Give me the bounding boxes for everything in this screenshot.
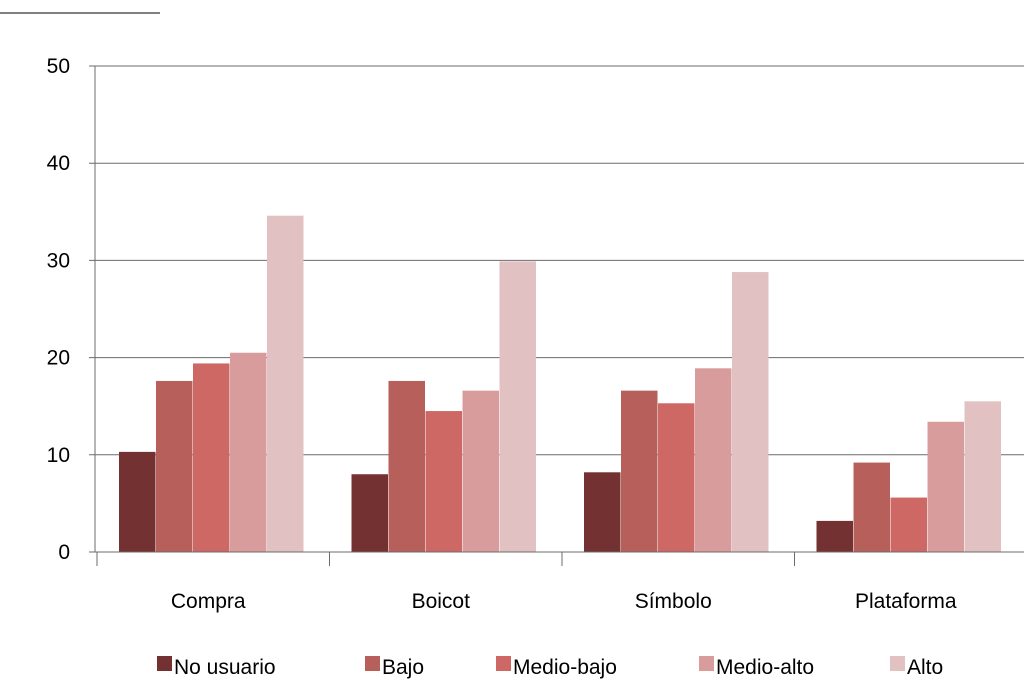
axes: 0 10 20 30 40 50 Compra Boicot Símbolo Plataforma [47, 55, 1024, 613]
legend-label: Medio-bajo [513, 656, 617, 679]
x-tick-label: Compra [171, 590, 246, 613]
legend-label: Alto [907, 656, 943, 679]
bar-alto-0 [267, 215, 304, 553]
bar-no-usuario-1 [351, 474, 388, 552]
x-tick-label: Símbolo [635, 590, 712, 613]
bar-alto-3 [964, 401, 1001, 552]
x-tick-label: Plataforma [855, 590, 957, 613]
legend-swatch [365, 656, 380, 671]
bar-no-usuario-3 [816, 520, 853, 552]
bar-alto-2 [732, 272, 769, 552]
bar-medio-bajo-0 [193, 363, 230, 552]
legend-swatch [496, 656, 511, 671]
bar-bajo-3 [853, 462, 890, 552]
bar-medio-bajo-3 [890, 497, 927, 552]
legend-swatch [890, 656, 905, 671]
legend-swatch [157, 656, 172, 671]
legend-swatch [699, 656, 714, 671]
bar-alto-1 [499, 261, 536, 552]
bar-bajo-0 [156, 380, 193, 552]
bar-medio-alto-1 [462, 390, 499, 552]
y-tick-label: 50 [47, 55, 70, 78]
y-tick-label: 20 [47, 347, 70, 370]
legend-label: No usuario [174, 656, 276, 679]
bar-no-usuario-2 [584, 472, 621, 552]
bar-medio-bajo-1 [425, 411, 462, 552]
y-tick-label: 40 [47, 152, 70, 175]
bar-no-usuario-0 [119, 451, 156, 552]
legend: No usuario Bajo Medio-bajo Medio-alto Alto [157, 656, 943, 679]
bar-bajo-1 [388, 380, 425, 552]
legend-label: Medio-alto [716, 656, 814, 679]
bar-medio-alto-0 [230, 352, 267, 552]
bar-medio-alto-3 [927, 421, 964, 552]
legend-label: Bajo [382, 656, 424, 679]
bar-medio-bajo-2 [658, 403, 695, 552]
y-tick-label: 10 [47, 444, 70, 467]
bar-bajo-2 [621, 390, 658, 552]
bars [119, 215, 1001, 553]
bar-medio-alto-2 [695, 368, 732, 552]
y-tick-label: 0 [58, 541, 70, 564]
y-tick-label: 30 [47, 249, 70, 272]
x-tick-label: Boicot [412, 590, 471, 613]
